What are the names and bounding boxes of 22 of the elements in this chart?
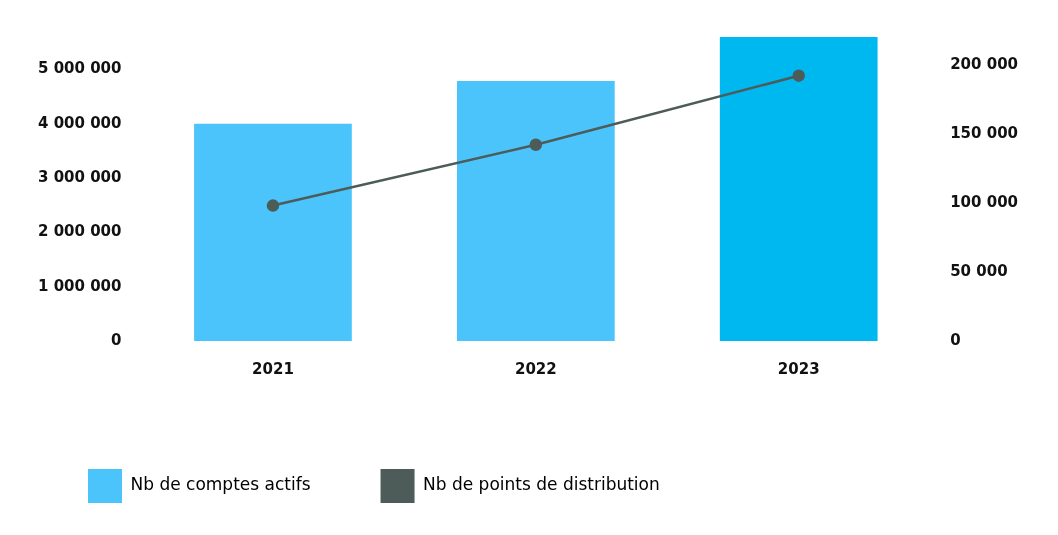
y-tick-label: 2 000 000 [37, 222, 122, 241]
y2-tick-label: 200 000 [950, 54, 1019, 73]
bar [194, 123, 352, 341]
y-tick-label: 1 000 000 [37, 276, 122, 295]
y-tick-label: 3 000 000 [37, 168, 122, 187]
legend-label: Nb de comptes actifs [130, 474, 311, 495]
y-tick-label: 4 000 000 [37, 113, 122, 132]
y2-tick-label: 150 000 [950, 123, 1019, 142]
legend-label: Nb de points de distribution [423, 474, 660, 495]
y2-tick-label: 0 [950, 330, 961, 349]
y-tick-label: 5 000 000 [37, 59, 122, 78]
point [529, 138, 543, 152]
x-tick-label: 2023 [777, 359, 820, 378]
y2-tick-label: 100 000 [950, 192, 1019, 211]
point [792, 69, 805, 82]
y2-tick-label: 50 000 [950, 261, 1008, 280]
x-tick-label: 2022 [514, 359, 557, 378]
x-tick-label: 2021 [252, 359, 294, 378]
point [266, 199, 280, 212]
y-tick-label: 0 [111, 330, 122, 349]
bar [719, 37, 878, 341]
bar [456, 80, 615, 341]
